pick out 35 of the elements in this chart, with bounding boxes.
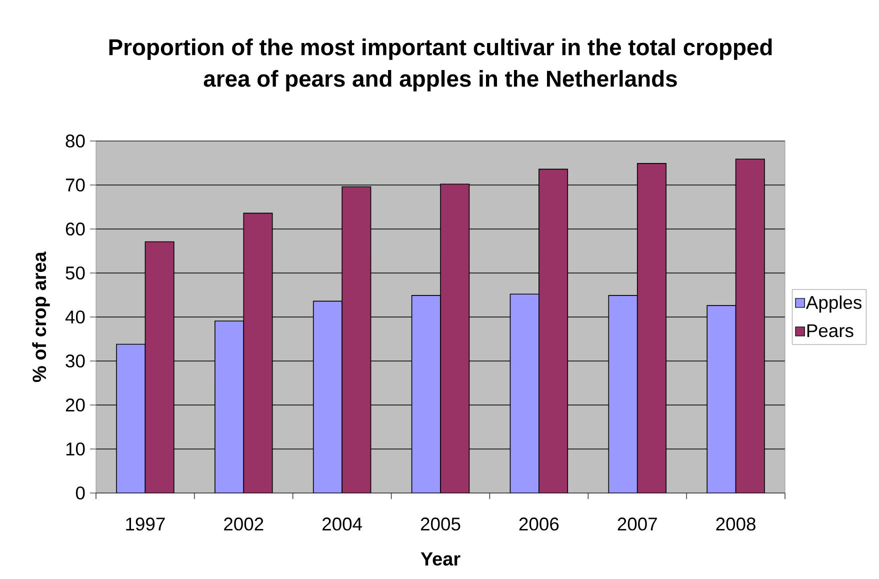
- x-axis-title: Year: [420, 552, 460, 566]
- x-tick-label: 2006: [519, 518, 559, 531]
- y-axis-title: % of crop area: [32, 251, 50, 382]
- y-tick-label: 20: [66, 398, 85, 412]
- x-tick-label: 2002: [224, 518, 264, 531]
- legend-label: Apples: [806, 296, 862, 313]
- bar: [538, 168, 568, 493]
- bar: [706, 305, 736, 493]
- x-tick-label: 2005: [420, 518, 460, 531]
- x-tick-label: 1997: [126, 518, 165, 531]
- bar: [214, 320, 244, 493]
- bar: [342, 186, 372, 493]
- bar: [243, 212, 273, 493]
- bar: [440, 184, 470, 493]
- x-tick-label: 2004: [322, 518, 362, 531]
- x-tick-label: 2008: [716, 518, 756, 531]
- y-tick-label: 0: [76, 486, 85, 500]
- bar: [411, 295, 441, 493]
- y-tick-label: 30: [66, 354, 85, 368]
- y-tick-label: 10: [66, 442, 85, 456]
- bar: [608, 295, 638, 493]
- legend-label: Pears: [807, 324, 854, 338]
- bar: [144, 241, 174, 493]
- y-tick-label: 60: [66, 222, 85, 236]
- x-tick-label: 2007: [618, 518, 657, 531]
- y-tick-label: 50: [66, 266, 85, 280]
- y-tick-label: 80: [66, 134, 85, 148]
- y-tick-label: 70: [66, 178, 85, 192]
- chart-title: Proportion of the most important cultivar in the total cropped area of pears and apples in the Netherlands: [109, 38, 772, 92]
- bar: [636, 163, 666, 493]
- bar: [116, 344, 146, 493]
- y-tick-label: 40: [65, 310, 85, 324]
- bar: [312, 300, 342, 493]
- bar: [735, 158, 765, 493]
- bar: [510, 294, 540, 493]
